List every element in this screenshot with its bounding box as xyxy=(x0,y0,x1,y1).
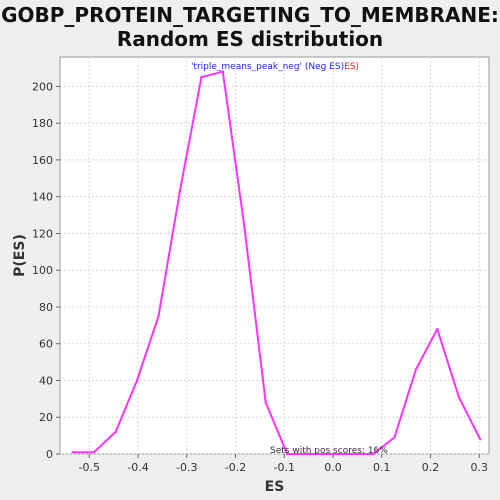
legend-series-suffix: ES) xyxy=(344,62,359,72)
y-tick-label: 140 xyxy=(32,191,53,204)
series-point xyxy=(414,368,418,371)
series-point xyxy=(92,450,96,454)
series-point xyxy=(457,395,460,399)
x-tick-label: -0.4 xyxy=(127,461,148,474)
x-tick-label: 0.3 xyxy=(471,461,489,474)
x-tick-label: 0.0 xyxy=(324,461,342,474)
series-point xyxy=(135,379,139,382)
grid xyxy=(60,57,489,455)
series-point xyxy=(178,189,182,193)
legend: 'triple_means_peak_neg' (Neg ES)ES) xyxy=(191,62,359,72)
series-point xyxy=(479,438,482,441)
x-tick-label: 0.2 xyxy=(422,461,440,474)
series-point xyxy=(243,224,246,228)
legend-series-name: 'triple_means_peak_neg' (Neg ES) xyxy=(191,62,344,72)
series-point xyxy=(285,452,289,456)
y-tick-label: 80 xyxy=(39,301,53,314)
y-axis-label: P(ES) xyxy=(12,234,28,277)
chart-title-line-1: GOBP_PROTEIN_TARGETING_TO_MEMBRANE: xyxy=(1,3,499,27)
series-point xyxy=(371,452,375,456)
series-line xyxy=(72,70,482,455)
x-tick-label: -0.1 xyxy=(274,461,295,474)
y-tick-label: 0 xyxy=(46,448,53,461)
series-point xyxy=(200,76,203,79)
series-point xyxy=(114,430,117,434)
chart-title-line-2: Random ES distribution xyxy=(116,27,384,51)
x-tick-label: -0.3 xyxy=(176,461,197,474)
series-point xyxy=(350,452,353,456)
y-tick-label: 40 xyxy=(39,374,53,387)
y-tick-label: 160 xyxy=(32,154,53,167)
y-tick-label: 100 xyxy=(32,264,53,277)
x-axis-label: ES xyxy=(265,479,285,495)
series-point xyxy=(157,314,160,318)
series-point xyxy=(71,450,74,454)
pos-scores-annotation: Sets with pos scores: 16% xyxy=(270,446,388,456)
axes: -0.5 -0.4 -0.3 -0.2 -0.1 0.0 0.1 0.2 0.3 0 20 40 60 8… xyxy=(32,80,488,474)
series-point xyxy=(264,401,267,404)
y-tick-label: 180 xyxy=(32,117,53,130)
x-tick-label: 0.1 xyxy=(373,461,391,474)
y-tick-label: 20 xyxy=(39,411,53,424)
series-point xyxy=(328,452,332,456)
series-point xyxy=(436,327,439,331)
x-tick-label: -0.2 xyxy=(225,461,246,474)
x-tick-label: -0.5 xyxy=(79,461,100,474)
series-point xyxy=(393,436,396,439)
y-tick-label: 200 xyxy=(32,80,53,93)
series-point xyxy=(221,70,225,73)
series-point xyxy=(307,452,310,456)
series-layer xyxy=(71,70,482,456)
y-tick-label: 60 xyxy=(39,338,53,351)
y-tick-label: 120 xyxy=(32,227,53,240)
plot-area xyxy=(59,56,490,455)
